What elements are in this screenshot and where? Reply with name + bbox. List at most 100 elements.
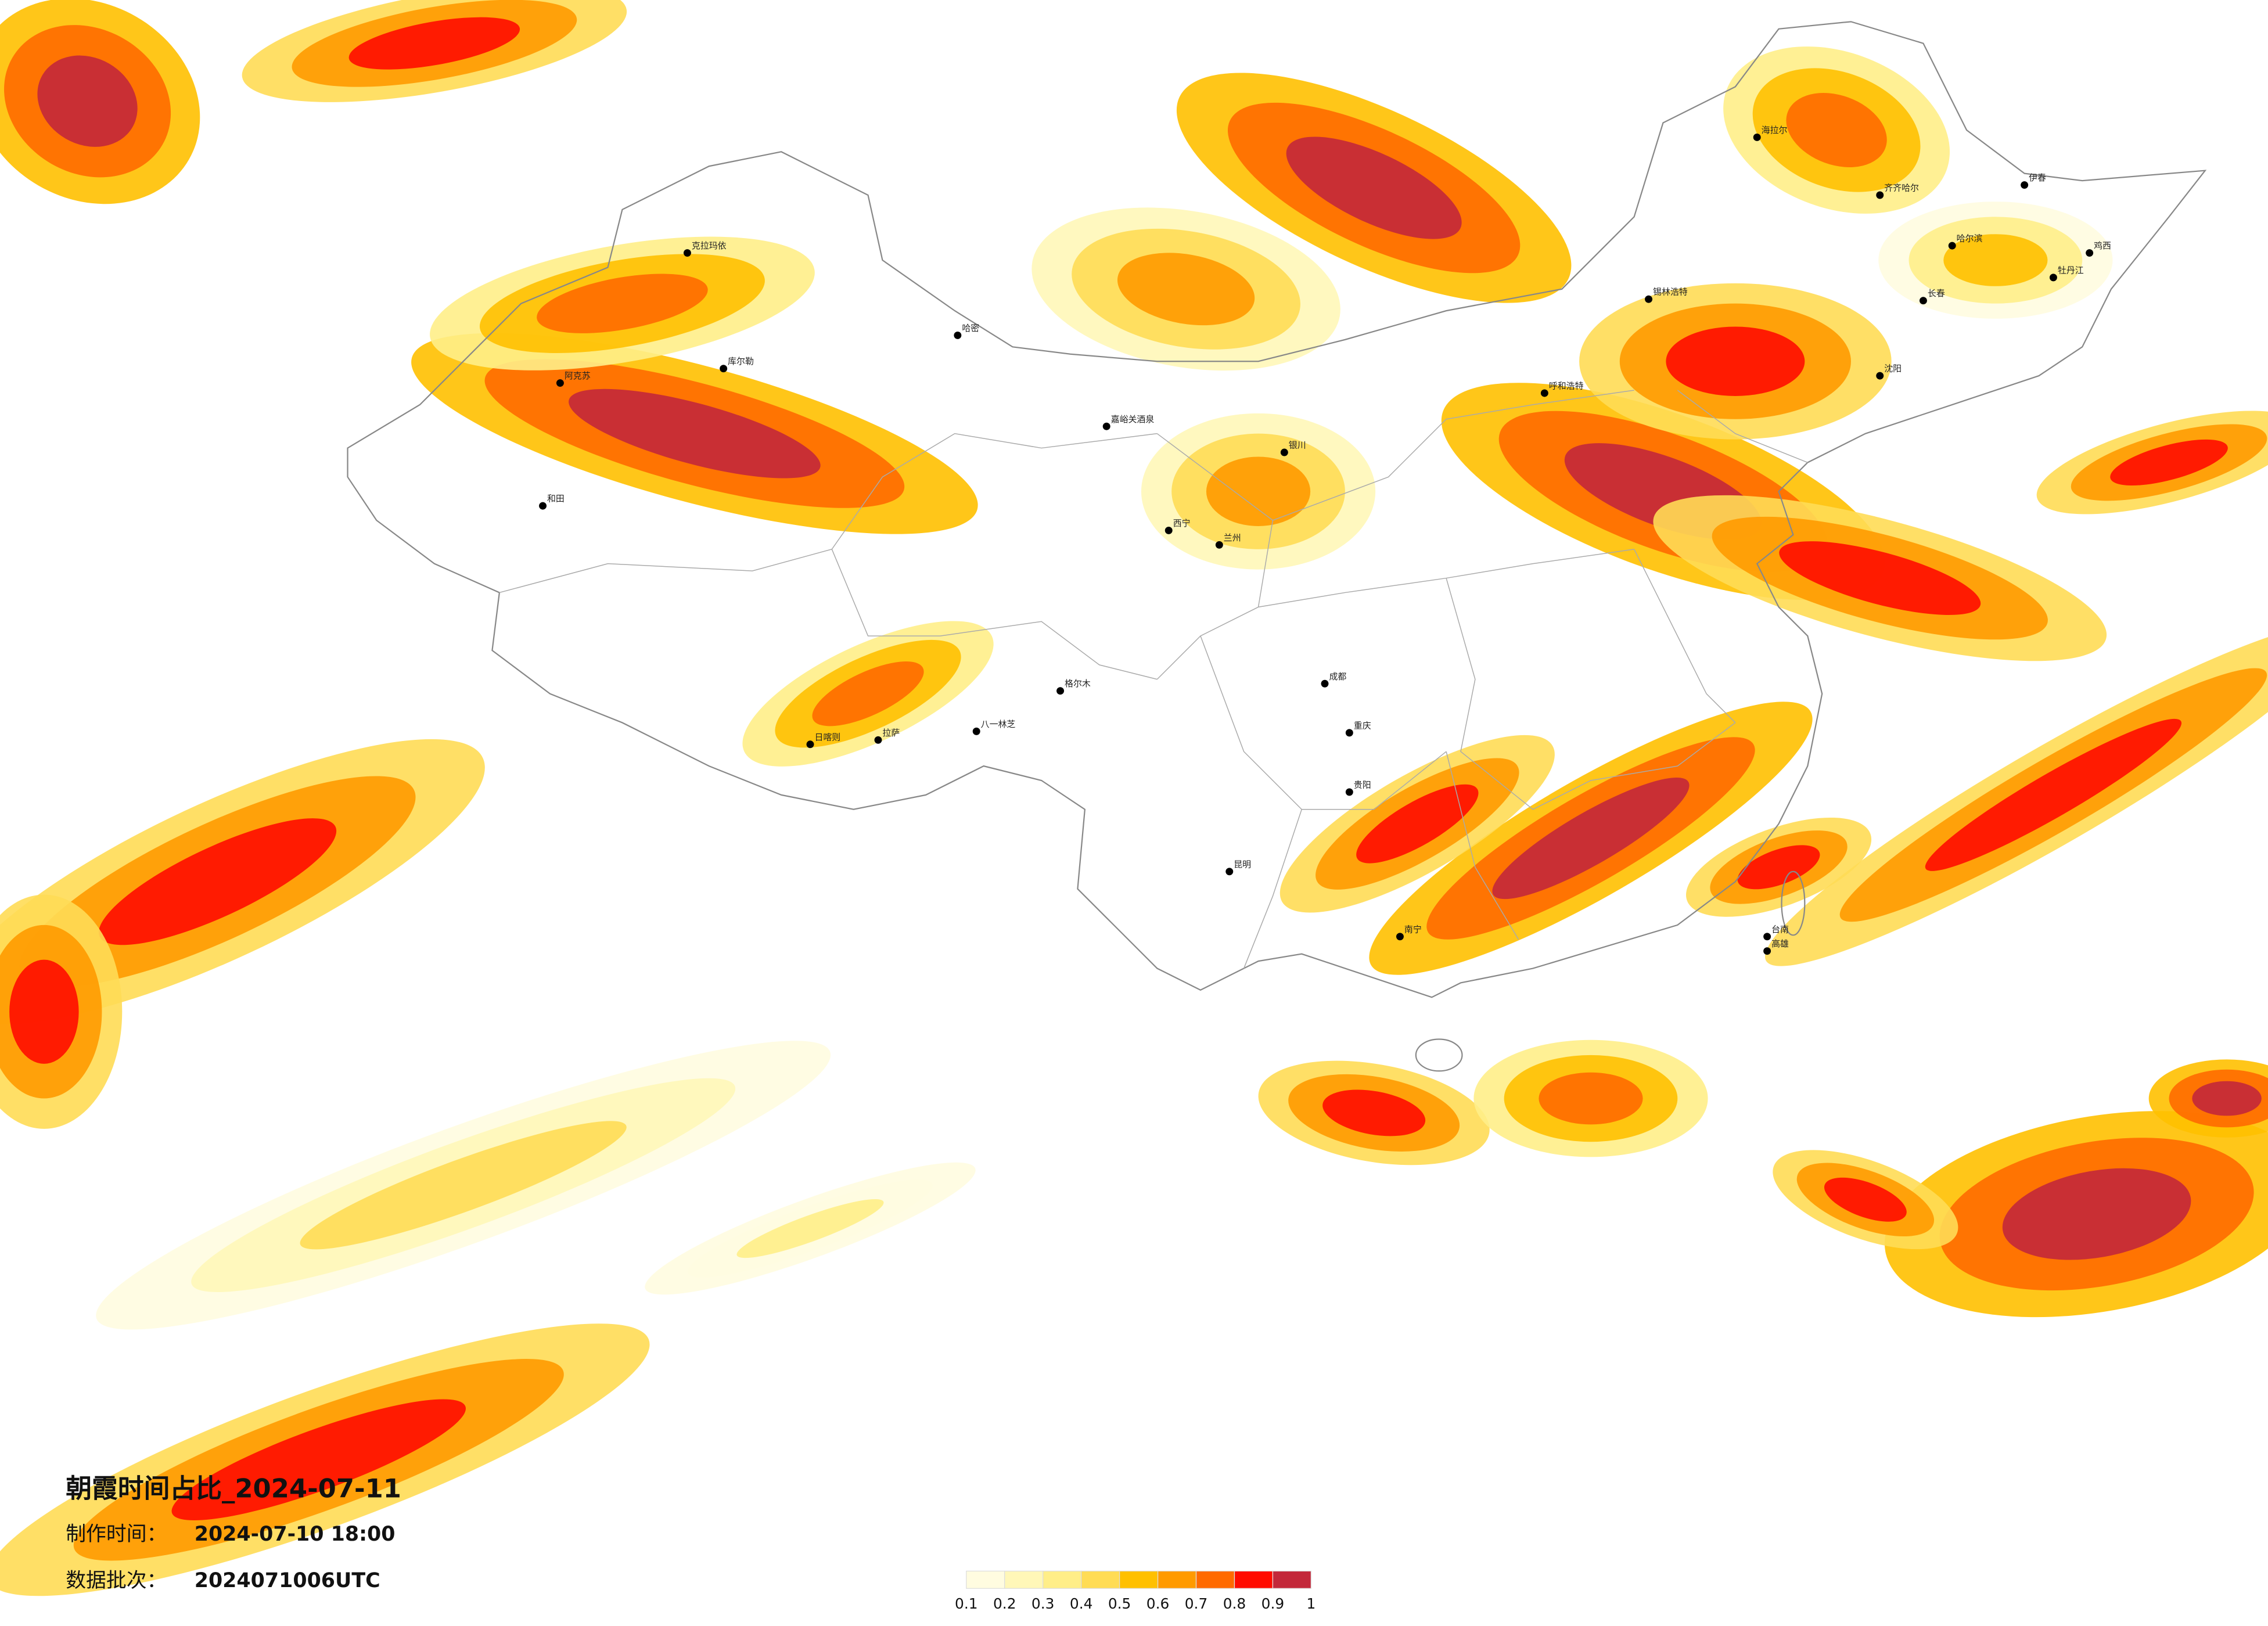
city-dot: [1396, 933, 1404, 941]
city-dot: [1763, 947, 1771, 955]
city-dot: [954, 331, 962, 339]
city-dot: [556, 379, 564, 387]
legend-tick-label: 0.7: [1185, 1595, 1208, 1612]
cloud-patch: [1824, 1177, 1907, 1222]
city-dot: [720, 365, 728, 373]
city-label: 昆明: [1234, 859, 1251, 869]
city-dot: [1948, 242, 1956, 250]
cloud-patch: [1786, 93, 1887, 167]
city-label: 哈尔滨: [1957, 233, 1983, 244]
city-dot: [1345, 729, 1353, 737]
legend-swatch: [1234, 1570, 1274, 1589]
city-dot: [2021, 181, 2029, 189]
city-dot: [1919, 297, 1927, 305]
cloud-patch: [37, 55, 138, 147]
city-label: 八一林芝: [981, 719, 1016, 729]
cloud-patch: [2110, 439, 2228, 485]
city-label: 西宁: [1173, 518, 1191, 528]
city-dot: [1280, 448, 1288, 456]
title: 朝霞时间占比_2024-07-11: [66, 1473, 401, 1503]
city-label: 银川: [1289, 440, 1306, 451]
city-dot: [874, 736, 882, 744]
legend-swatch: [1081, 1570, 1120, 1589]
city-label: 库尔勒: [728, 356, 754, 366]
legend-tick-label: 0.8: [1223, 1595, 1246, 1612]
city-label: 格尔木: [1065, 678, 1091, 689]
batch-label: 数据批次：: [66, 1569, 167, 1592]
cloud-patch: [1117, 253, 1255, 326]
cloud-patch: [98, 818, 337, 945]
city-label: 海拉尔: [1762, 125, 1788, 135]
cloud-patch: [1539, 1072, 1643, 1125]
legend: 0.1 0.2 0.3 0.4 0.5 0.6 0.7 0.8 0.9 1: [955, 1570, 1315, 1612]
legend-tick-label: 0.5: [1108, 1595, 1131, 1612]
legend-tick-label: 1: [1306, 1595, 1315, 1612]
cloud-patch: [1737, 845, 1820, 890]
city-label: 锡林浩特: [1653, 287, 1688, 297]
city-dot: [539, 502, 547, 510]
city-label: 牡丹江: [2058, 265, 2084, 275]
legend-tick-label: 0.3: [1031, 1595, 1055, 1612]
cloud-patch: [1286, 136, 1462, 239]
cloud-patch: [171, 1399, 466, 1521]
legend-swatch: [966, 1570, 1005, 1589]
island-outline: [1781, 870, 1806, 936]
city-dot: [972, 727, 980, 735]
city-label: 哈密: [962, 323, 979, 333]
city-dot: [1102, 422, 1110, 430]
city-label: 克拉玛依: [692, 240, 727, 251]
city-label: 高雄: [1771, 938, 1789, 949]
cloud-patch: [1666, 326, 1805, 396]
city-dot: [1215, 541, 1223, 549]
city-dot: [1345, 788, 1353, 796]
cloud-patch: [812, 661, 924, 726]
city-dot: [683, 249, 691, 257]
city-dot: [1540, 389, 1548, 397]
city-label: 台南: [1771, 924, 1789, 934]
island-outline: [1415, 1038, 1463, 1072]
city-dot: [2049, 274, 2057, 282]
made-label: 制作时间：: [66, 1523, 167, 1546]
legend-tick-label: 0.4: [1070, 1595, 1093, 1612]
legend-tick-label: 0.6: [1146, 1595, 1170, 1612]
cloud-patch: [736, 1199, 884, 1258]
cloud-patch: [1492, 778, 1690, 900]
legend-swatch: [1272, 1570, 1312, 1589]
city-dot: [1164, 526, 1173, 534]
cloud-patch: [1322, 1089, 1426, 1136]
legend-tick-label: 0.9: [1261, 1595, 1285, 1612]
city-label: 和田: [547, 494, 565, 504]
city-dot: [1056, 687, 1065, 695]
city-label: 南宁: [1404, 924, 1422, 934]
city-dot: [806, 740, 814, 749]
cloud-patch: [2002, 1168, 2191, 1260]
legend-tick-label: 0.1: [955, 1595, 978, 1612]
legend-swatch: [1004, 1570, 1044, 1589]
country-outline: [347, 21, 2207, 998]
city-label: 长春: [1928, 288, 1945, 298]
cloud-patch: [1943, 234, 2048, 286]
city-dot: [1876, 191, 1884, 199]
cloud-patch: [537, 274, 708, 333]
city-label: 兰州: [1224, 533, 1241, 543]
city-label: 拉萨: [882, 728, 900, 738]
city-dot: [1753, 133, 1761, 141]
city-dot: [1645, 295, 1653, 303]
cloud-patch: [1779, 541, 1981, 615]
batch: 2024071006UTC: [195, 1569, 380, 1592]
cloud-patch: [300, 1121, 627, 1250]
province-lines: [499, 390, 1808, 969]
city-label: 呼和浩特: [1549, 381, 1584, 391]
cloud-patch: [1356, 784, 1479, 864]
legend-swatch: [1157, 1570, 1197, 1589]
city-dot: [1225, 868, 1234, 876]
city-label: 嘉峪关酒泉: [1111, 414, 1155, 425]
city-label: 成都: [1329, 671, 1347, 682]
city-label: 沈阳: [1884, 364, 1902, 374]
cloud-patch: [569, 388, 821, 479]
cloud-patch: [1206, 456, 1311, 526]
legend-swatch: [1119, 1570, 1159, 1589]
city-label: 阿克苏: [565, 370, 591, 381]
